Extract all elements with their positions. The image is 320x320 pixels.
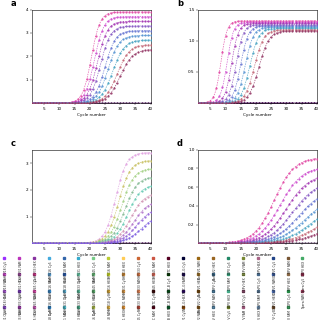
Text: GaHPV16 Cy5: GaHPV16 Cy5: [49, 261, 52, 282]
Text: Tpara FAM: Tpara FAM: [302, 293, 307, 309]
Text: CoHPV33 Cy5: CoHPV33 Cy5: [19, 293, 23, 314]
Text: BoHPV2 HEX: BoHPV2 HEX: [213, 261, 217, 280]
Text: BoHPV2 FAM: BoHPV2 FAM: [198, 310, 202, 320]
Text: HPV31 HEX: HPV31 HEX: [123, 310, 127, 320]
Text: NTC-G FAM: NTC-G FAM: [183, 277, 187, 293]
Text: MnPV HEX: MnPV HEX: [258, 310, 262, 320]
Text: Tpara Cy5: Tpara Cy5: [302, 277, 307, 292]
Text: b: b: [177, 0, 183, 8]
Text: NTC-G HEX: NTC-G HEX: [183, 293, 187, 310]
Text: BoHPV1 HEX: BoHPV1 HEX: [198, 277, 202, 296]
Text: NTC-G Cy5: NTC-G Cy5: [183, 261, 187, 277]
Text: MnPV Cy5: MnPV Cy5: [258, 277, 262, 292]
Text: HPV33 Cy5: HPV33 Cy5: [138, 261, 142, 277]
Text: GaHPV45 Cy5: GaHPV45 Cy5: [93, 261, 97, 282]
Text: GaHPV16 FAM: GaHPV16 FAM: [49, 277, 52, 298]
Text: GaHPV31 FAM: GaHPV31 FAM: [64, 310, 68, 320]
Text: HPV33 FAM: HPV33 FAM: [138, 277, 142, 294]
Text: DPV Cy5: DPV Cy5: [228, 261, 232, 274]
Text: EEPV Cy5: EEPV Cy5: [228, 310, 232, 320]
Text: NTC FAM: NTC FAM: [153, 310, 157, 320]
Text: EEPV FAM: EEPV FAM: [243, 261, 247, 275]
Text: COPV FAM: COPV FAM: [288, 310, 292, 320]
Text: HPV18 FAM: HPV18 FAM: [108, 310, 112, 320]
Text: CoHPV31 FAM: CoHPV31 FAM: [19, 261, 23, 281]
X-axis label: Cycle number: Cycle number: [243, 253, 272, 257]
Text: GaHPV16 HEX: GaHPV16 HEX: [49, 293, 52, 315]
Text: CoHPV45 Cy5: CoHPV45 Cy5: [34, 277, 38, 298]
Text: c: c: [11, 139, 16, 148]
Text: GaHPV45 FAM: GaHPV45 FAM: [93, 277, 97, 298]
Text: CoHPV31 Cy5: CoHPV31 Cy5: [4, 310, 8, 320]
Text: GaHPV31 HEX: GaHPV31 HEX: [78, 261, 83, 282]
Text: NTC-B HEX: NTC-B HEX: [168, 310, 172, 320]
X-axis label: Cycle number: Cycle number: [77, 113, 106, 116]
Text: FPV FAM: FPV FAM: [243, 310, 247, 320]
X-axis label: Cycle number: Cycle number: [243, 113, 272, 116]
Text: GaHPV18 FAM: GaHPV18 FAM: [64, 261, 68, 282]
Text: OvPV1 Cy5: OvPV1 Cy5: [273, 261, 276, 277]
Text: CoHPV18 HEX: CoHPV18 HEX: [4, 293, 8, 314]
Text: GaHPV18 HEX: GaHPV18 HEX: [64, 277, 68, 298]
Text: HPV33 HEX: HPV33 HEX: [138, 293, 142, 310]
Text: HPV18 HEX: HPV18 HEX: [123, 261, 127, 278]
Text: RPV FAM: RPV FAM: [288, 261, 292, 273]
Text: CoHPV18 FAM: CoHPV18 FAM: [4, 277, 8, 298]
Text: GaHPV45 HEX: GaHPV45 HEX: [93, 293, 97, 315]
Text: RPV HEX: RPV HEX: [288, 277, 292, 290]
Text: CRPV Cy5: CRPV Cy5: [213, 277, 217, 292]
Text: CoHPV18 Cy5: CoHPV18 Cy5: [4, 261, 8, 281]
Text: HPV16 FAM: HPV16 FAM: [108, 261, 112, 277]
Text: HPV16 HEX: HPV16 HEX: [108, 277, 112, 294]
Text: CoHPV33 FAM: CoHPV33 FAM: [19, 310, 23, 320]
Text: FPV HEX: FPV HEX: [258, 261, 262, 273]
Text: FPV Cy5: FPV Cy5: [243, 293, 247, 306]
Text: NTC-B FAM: NTC-B FAM: [168, 293, 172, 309]
Text: CoHPV31 HEX: CoHPV31 HEX: [19, 277, 23, 298]
Text: NTC Cy5: NTC Cy5: [153, 293, 157, 306]
Text: EEPV HEX: EEPV HEX: [243, 277, 247, 292]
Text: CoHPV45 FAM: CoHPV45 FAM: [34, 293, 38, 314]
Text: RPV Cy5: RPV Cy5: [273, 310, 276, 320]
Text: CRPV FAM: CRPV FAM: [213, 293, 217, 308]
Text: GaHPV33 FAM: GaHPV33 FAM: [78, 293, 83, 314]
Text: HPV45 HEX: HPV45 HEX: [153, 277, 157, 294]
Text: DPV FAM: DPV FAM: [228, 277, 232, 290]
Text: DPV HEX: DPV HEX: [228, 293, 232, 307]
Text: MnPV FAM: MnPV FAM: [258, 293, 262, 308]
Text: BoHPV1 Cy5: BoHPV1 Cy5: [183, 310, 187, 320]
Text: CoHPV33 HEX: CoHPV33 HEX: [34, 261, 38, 281]
X-axis label: Cycle number: Cycle number: [77, 253, 106, 257]
Text: HPV16 Cy5: HPV16 Cy5: [93, 310, 97, 320]
Text: HPV31 FAM: HPV31 FAM: [123, 293, 127, 310]
Text: NTC-B Cy5: NTC-B Cy5: [168, 277, 172, 293]
Text: HPV31 Cy5: HPV31 Cy5: [123, 277, 127, 294]
Text: GaHPV33 HEX: GaHPV33 HEX: [78, 310, 83, 320]
Text: BoHPV2 Cy5: BoHPV2 Cy5: [198, 293, 202, 312]
Text: HPV45 FAM: HPV45 FAM: [153, 261, 157, 277]
Text: GaHPV31 Cy5: GaHPV31 Cy5: [64, 293, 68, 314]
Text: GaHPV18 Cy5: GaHPV18 Cy5: [49, 310, 52, 320]
Text: COPV Cy5: COPV Cy5: [288, 293, 292, 308]
Text: OvPV1 FAM: OvPV1 FAM: [273, 277, 276, 294]
Text: CRPV HEX: CRPV HEX: [213, 310, 217, 320]
Text: d: d: [177, 139, 183, 148]
Text: HPV45 Cy5: HPV45 Cy5: [138, 310, 142, 320]
Text: NTC HEX: NTC HEX: [168, 261, 172, 274]
Text: HPV18 Cy5: HPV18 Cy5: [108, 293, 112, 310]
Text: COPV HEX: COPV HEX: [302, 261, 307, 276]
Text: BoHPV1 FAM: BoHPV1 FAM: [198, 261, 202, 279]
Text: OvPV1 HEX: OvPV1 HEX: [273, 293, 276, 310]
Text: GaHPV33 Cy5: GaHPV33 Cy5: [78, 277, 83, 298]
Text: CoHPV45 HEX: CoHPV45 HEX: [34, 310, 38, 320]
Text: a: a: [11, 0, 16, 8]
